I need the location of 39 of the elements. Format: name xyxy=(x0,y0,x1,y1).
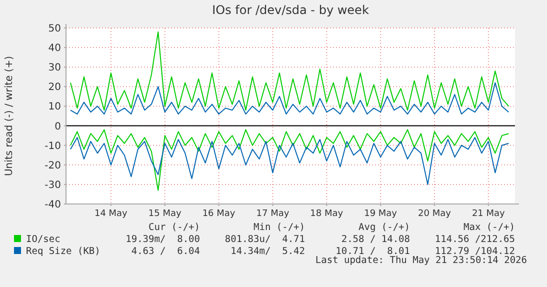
y-tick-label: 50 xyxy=(48,24,61,34)
text: 4.63 / 6.04 xyxy=(131,246,200,257)
x-tick-label: 14 May xyxy=(94,209,128,219)
y-tick-label: -10 xyxy=(44,140,61,152)
x-tick-label: 20 May xyxy=(418,209,452,219)
text: Max (-/+) xyxy=(464,222,515,233)
line-series xyxy=(70,129,510,191)
y-tick-label: -20 xyxy=(44,160,61,172)
legend-label: IO/sec xyxy=(26,234,60,245)
text: Last update: Thu May 21 23:50:14 2026 xyxy=(315,255,528,266)
text: 10.71 / 8.01 xyxy=(336,246,410,257)
y-tick-label: -30 xyxy=(44,180,61,191)
text: 114.56 /212.65 xyxy=(434,234,515,245)
x-tick-label: 21 May xyxy=(472,209,506,219)
x-tick-label: 19 May xyxy=(364,209,398,219)
text: 19.39m/ 8.00 xyxy=(126,234,200,245)
y-tick-label: 40 xyxy=(48,43,61,54)
text: 14.34m/ 5.42 xyxy=(230,246,305,257)
y-tick-label: 0 xyxy=(54,121,61,132)
y-tick-label: -40 xyxy=(44,200,61,210)
text: 801.83u/ 4.71 xyxy=(224,234,306,245)
line-series xyxy=(70,137,510,185)
x-tick-label: 15 May xyxy=(148,209,182,219)
y-tick-label: 30 xyxy=(48,62,61,74)
y-axis-title: Units read (-) / write (+) xyxy=(4,56,15,176)
y-tick-label: 10 xyxy=(48,102,61,113)
text: Min (-/+) xyxy=(254,222,305,233)
x-tick-label: 16 May xyxy=(202,209,236,219)
text: Avg (-/+) xyxy=(358,222,410,233)
text: 112.79 /104.12 xyxy=(434,246,515,257)
text: 2.58 / 14.08 xyxy=(341,234,410,245)
x-tick-label: 18 May xyxy=(310,209,344,219)
y-tick-label: 20 xyxy=(48,82,61,94)
chart-title: IOs for /dev/sda - by week xyxy=(212,3,369,17)
line-series xyxy=(70,82,510,115)
legend-label: Req Size (KB) xyxy=(26,246,100,257)
line-series xyxy=(70,31,510,111)
x-tick-label: 17 May xyxy=(256,209,290,219)
text: Cur (-/+) xyxy=(148,222,200,233)
